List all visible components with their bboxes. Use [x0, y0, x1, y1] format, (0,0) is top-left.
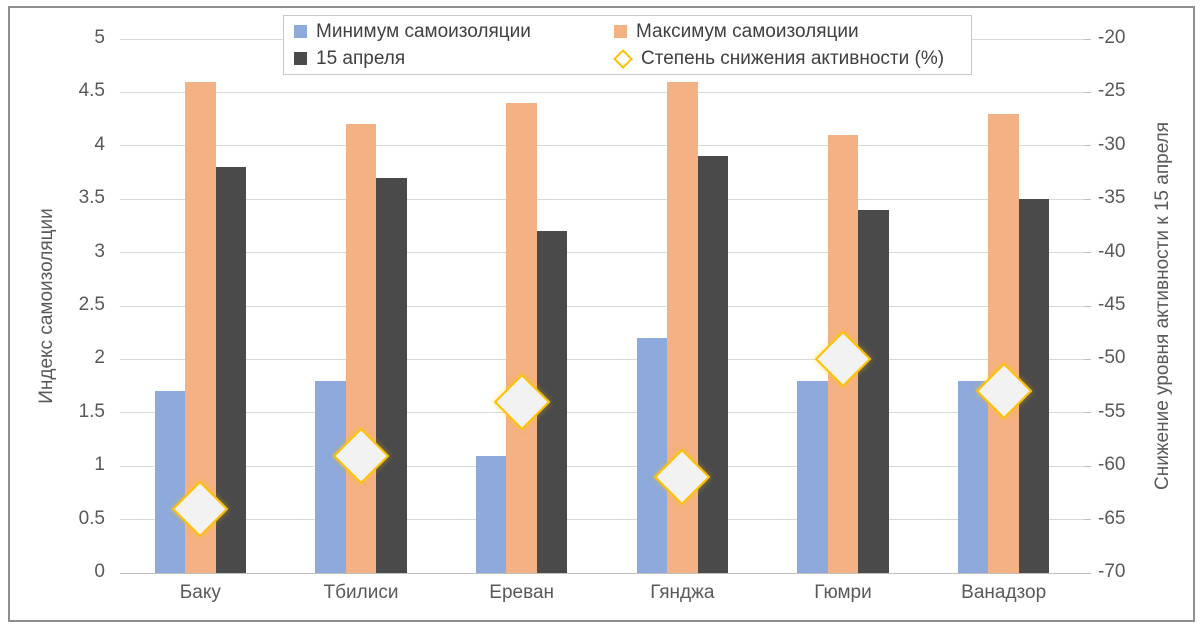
x-axis-label: Тбилиси — [323, 582, 399, 603]
y-axis-left-tick-label: 0 — [94, 561, 105, 582]
y-axis-right-tick-label: -50 — [1098, 347, 1126, 369]
y-axis-right-tick-label: -70 — [1098, 561, 1126, 582]
x-axis-label: Баку — [179, 582, 221, 603]
y-axis-right-tick-mark — [1084, 91, 1091, 93]
y-axis-left-tick-label: 4 — [94, 133, 105, 155]
gridline — [120, 145, 1084, 147]
legend-diamond-marker-icon — [613, 48, 633, 69]
y-axis-left-tick-label: 4.5 — [78, 80, 105, 102]
bar-3 — [376, 177, 407, 573]
legend-square-marker-icon — [294, 25, 307, 38]
y-axis-left-tick-label: 2.5 — [78, 294, 105, 315]
y-axis-left-tick-label: 1 — [94, 454, 105, 476]
y-axis-right-tick-label: -30 — [1098, 133, 1126, 155]
y-axis-right-tick-mark — [1084, 412, 1091, 414]
legend-square-marker-icon — [294, 52, 307, 65]
gridline — [120, 358, 1084, 360]
gridline — [120, 465, 1084, 467]
bar-1 — [797, 380, 828, 573]
legend-item-label: Степень снижения активности (%) — [641, 47, 945, 69]
bar-3 — [858, 209, 889, 573]
bar-2 — [345, 124, 377, 573]
bar-1 — [957, 380, 989, 573]
bar-2 — [988, 113, 1019, 573]
gridline — [120, 412, 1084, 414]
legend-item-3: 15 апреля — [294, 46, 614, 72]
y-axis-left-tick-label: 0.5 — [78, 507, 105, 529]
y-axis-right-tick-label: -45 — [1098, 294, 1126, 315]
y-axis-right-tick-mark — [1084, 465, 1091, 467]
y-axis-right-tick-label: -60 — [1098, 454, 1126, 476]
y-axis-right-tick-label: -25 — [1098, 80, 1126, 102]
bar-1 — [636, 338, 668, 573]
y-axis-right-tick-label: -65 — [1098, 507, 1126, 529]
y-axis-right-tick-mark — [1084, 38, 1091, 40]
gridline — [120, 519, 1084, 521]
x-axis-label: Гюмри — [814, 582, 872, 603]
y-axis-right-tick-mark — [1084, 572, 1091, 574]
legend-item-label: Минимум самоизоляции — [316, 20, 531, 42]
x-axis-label: Гянджа — [650, 582, 715, 603]
y-axis-right-tick-label: -55 — [1098, 400, 1126, 422]
y-axis-right-tick-mark — [1084, 305, 1091, 307]
bar-3 — [697, 156, 729, 573]
gridline — [120, 91, 1084, 93]
y-axis-right-tick-mark — [1084, 198, 1091, 200]
y-axis-left-tick-label: 1.5 — [78, 400, 105, 422]
gridline — [120, 198, 1084, 200]
legend-item-4: Степень снижения активности (%) — [613, 46, 967, 72]
legend: Минимум самоизоляции Максимум самоизоляци… — [283, 15, 972, 75]
y-axis-right-tick-label: -40 — [1098, 240, 1126, 262]
y-axis-left-tick-label: 3.5 — [78, 187, 105, 209]
bar-1 — [315, 380, 346, 573]
y-axis-right-tick-mark — [1084, 358, 1091, 360]
x-axis-label: Ереван — [489, 582, 555, 603]
bar-1 — [475, 455, 507, 573]
gridline — [120, 252, 1084, 254]
y-axis-left-tick-label: 2 — [94, 347, 105, 369]
y-axis-right-tick-mark — [1084, 519, 1091, 521]
y-axis-right-tick-label: -35 — [1098, 187, 1126, 209]
y-axis-left-tick-label: 5 — [94, 27, 105, 48]
y-axis-right-tick-mark — [1084, 252, 1091, 254]
y-axis-right-tick-mark — [1084, 145, 1091, 147]
gridline — [120, 572, 1084, 574]
bar-1 — [154, 391, 186, 573]
legend-square-marker-icon — [614, 25, 627, 38]
bar-2 — [506, 103, 537, 573]
legend-item-label: Максимум самоизоляции — [636, 20, 859, 42]
legend-item-2: Максимум самоизоляции — [614, 19, 967, 45]
y-axis-right-tick-label: -20 — [1098, 27, 1126, 48]
legend-item-1: Минимум самоизоляции — [294, 19, 614, 45]
legend-item-label: 15 апреля — [316, 47, 406, 69]
x-axis-label: Ванадзор — [961, 582, 1047, 603]
y-axis-left-tick-label: 3 — [94, 240, 105, 262]
gridline — [120, 305, 1084, 307]
